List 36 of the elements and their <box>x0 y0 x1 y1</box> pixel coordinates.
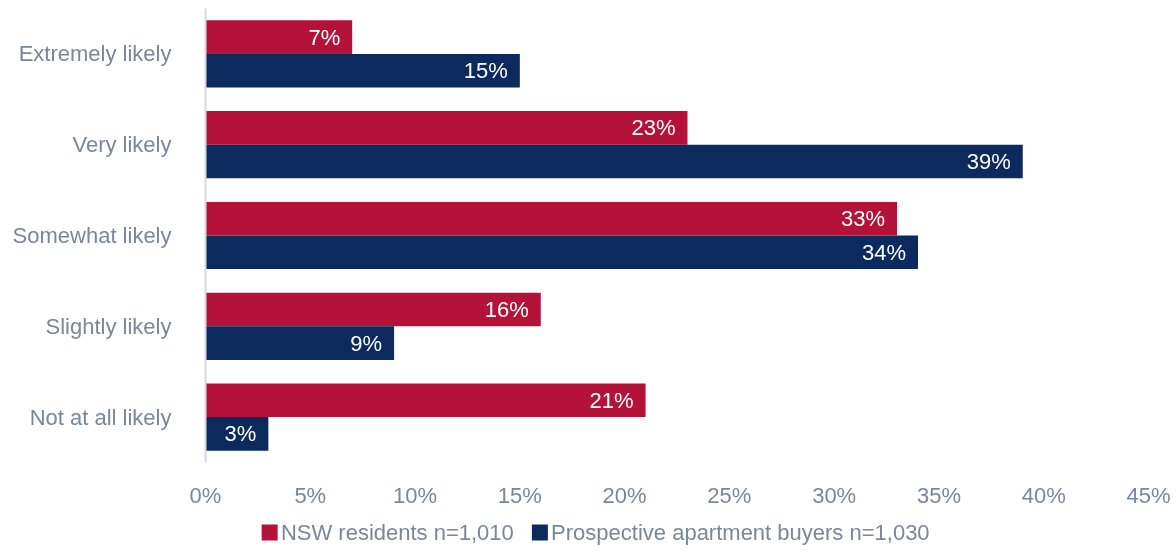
data-label: 16% <box>484 297 529 322</box>
data-label: 15% <box>463 58 508 84</box>
bar <box>205 383 646 418</box>
bar <box>205 292 541 327</box>
data-label: 21% <box>589 387 634 413</box>
legend-label: Prospective apartment buyers n=1,030 <box>551 520 930 545</box>
x-tick-label: 20% <box>602 482 647 508</box>
x-tick-label: 10% <box>393 482 438 508</box>
y-tick-label: Extremely likely <box>18 41 172 67</box>
x-tick-label: 40% <box>1021 482 1066 508</box>
y-tick-label: Very likely <box>72 132 172 158</box>
data-label: 7% <box>308 24 341 50</box>
x-tick-label: 25% <box>707 482 752 508</box>
x-tick-label: 30% <box>812 482 857 508</box>
data-label: 33% <box>841 206 886 232</box>
x-tick-label: 15% <box>497 482 542 508</box>
bar <box>205 326 395 360</box>
bar <box>205 53 520 88</box>
x-tick-label: 45% <box>1126 482 1171 508</box>
bar <box>205 144 1023 179</box>
y-tick-label: Slightly likely <box>45 313 172 339</box>
data-label: 34% <box>861 239 906 265</box>
bar <box>205 111 688 145</box>
data-label: 39% <box>966 149 1011 174</box>
data-label: 3% <box>224 421 257 447</box>
x-tick-label: 0% <box>189 482 222 508</box>
data-label: 9% <box>350 330 383 356</box>
y-tick-label: Somewhat likely <box>12 223 172 248</box>
bar <box>205 201 898 236</box>
x-tick-label: 5% <box>294 482 327 508</box>
bar <box>205 20 353 54</box>
x-tick-label: 35% <box>916 482 961 508</box>
legend-label: NSW residents n=1,010 <box>280 520 514 545</box>
y-tick-label: Not at all likely <box>29 404 172 430</box>
bar <box>205 235 918 270</box>
data-label: 23% <box>631 115 676 141</box>
